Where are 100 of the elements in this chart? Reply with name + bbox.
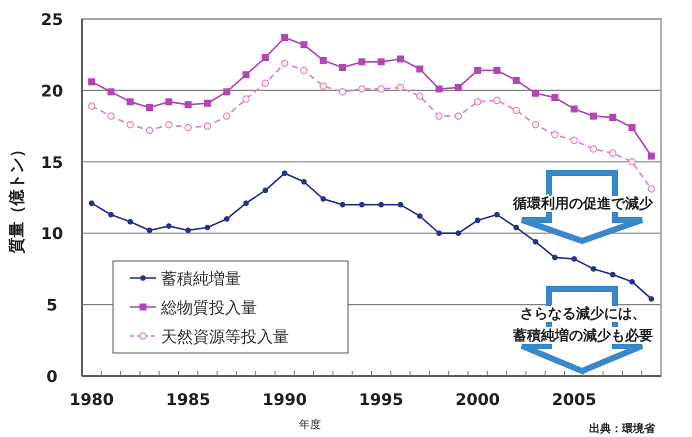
point	[493, 66, 500, 74]
point	[551, 130, 559, 138]
x-tick-label: 1990	[262, 390, 307, 409]
point	[165, 120, 173, 128]
point	[493, 96, 501, 104]
point	[454, 112, 462, 120]
point	[262, 54, 269, 62]
point	[610, 272, 616, 278]
y-tick-label: 25	[40, 10, 64, 29]
point	[358, 58, 366, 66]
point	[378, 202, 384, 208]
x-tick-label: 1995	[358, 390, 404, 409]
point	[338, 88, 346, 96]
point	[359, 202, 365, 208]
point	[532, 90, 540, 97]
point	[126, 98, 134, 106]
point	[454, 84, 462, 92]
point	[377, 85, 385, 93]
point	[358, 85, 366, 93]
x-axis-title: 年度	[299, 418, 321, 431]
point	[436, 230, 442, 236]
point	[223, 88, 230, 96]
point	[88, 78, 96, 86]
point	[320, 82, 327, 90]
annotation: 蓄積純増の減少も必要	[512, 327, 653, 344]
point	[300, 66, 308, 74]
point	[474, 98, 482, 106]
x-tick-label: 2005	[552, 390, 596, 409]
point	[512, 106, 520, 114]
point	[571, 256, 577, 262]
point	[320, 196, 326, 202]
point	[339, 64, 346, 72]
point	[146, 228, 152, 234]
point	[396, 55, 404, 62]
point	[552, 254, 558, 260]
point	[184, 124, 192, 132]
point	[532, 120, 540, 128]
point	[300, 41, 308, 48]
point	[512, 76, 520, 84]
point	[398, 202, 404, 208]
point	[456, 230, 462, 236]
point	[185, 228, 191, 234]
point	[108, 212, 114, 218]
point	[88, 102, 96, 110]
point	[609, 114, 616, 122]
point	[590, 145, 598, 153]
point	[282, 170, 288, 176]
x-tick-label: 2000	[455, 390, 500, 409]
point	[416, 92, 424, 100]
legend-label: 天然資源等投入量	[161, 327, 289, 346]
point	[494, 212, 500, 218]
point	[204, 224, 210, 230]
point	[280, 60, 288, 67]
y-tick-label: 0	[46, 367, 58, 386]
point	[416, 65, 424, 72]
point	[628, 124, 636, 132]
point	[628, 158, 636, 166]
x-tick-label: 1985	[166, 390, 210, 409]
point	[416, 213, 423, 219]
point	[242, 95, 250, 103]
point	[551, 94, 558, 102]
annotation: 循環利用の促進で減少	[512, 196, 654, 212]
point	[223, 112, 230, 120]
legend-label: 蓄積純増量	[161, 269, 241, 288]
point	[590, 266, 596, 272]
point	[126, 120, 134, 128]
point	[396, 84, 404, 92]
source-note: 出典：環境省	[589, 422, 656, 435]
point	[378, 58, 385, 66]
point	[301, 178, 307, 185]
point	[146, 126, 154, 134]
point	[435, 112, 443, 120]
point	[320, 56, 327, 64]
point	[242, 71, 250, 78]
point	[204, 122, 212, 130]
point	[146, 104, 154, 112]
point	[224, 216, 230, 222]
point	[648, 296, 654, 302]
point	[340, 202, 346, 208]
point	[281, 34, 288, 42]
point	[474, 218, 480, 224]
point	[165, 98, 172, 106]
point	[609, 150, 616, 157]
y-tick-label: 15	[40, 152, 64, 172]
point	[570, 136, 578, 144]
point	[262, 80, 270, 87]
point	[88, 200, 94, 206]
point	[243, 200, 249, 206]
point	[166, 223, 172, 229]
point	[107, 112, 115, 120]
point	[474, 66, 482, 74]
y-tick-label: 10	[40, 224, 64, 244]
point	[648, 152, 655, 160]
point	[204, 100, 211, 107]
y-axis-title: 質量（億トン）	[7, 142, 26, 254]
point	[648, 185, 656, 193]
point	[570, 105, 578, 112]
y-tick-label: 20	[40, 81, 64, 100]
y-tick-label: 5	[46, 296, 58, 315]
point	[629, 278, 635, 285]
